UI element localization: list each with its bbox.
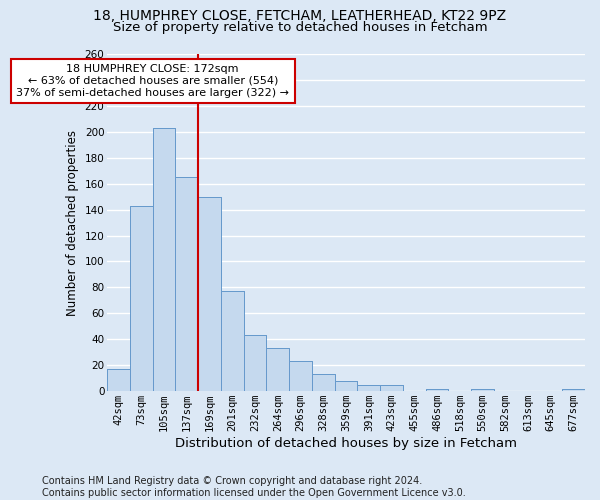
Y-axis label: Number of detached properties: Number of detached properties [66,130,79,316]
Bar [198,196,221,391]
X-axis label: Distribution of detached houses by size in Fetcham: Distribution of detached houses by size … [175,437,517,450]
Bar [562,388,585,391]
Bar [289,362,312,391]
Bar [221,292,244,391]
Text: 18 HUMPHREY CLOSE: 172sqm
← 63% of detached houses are smaller (554)
37% of semi: 18 HUMPHREY CLOSE: 172sqm ← 63% of detac… [16,64,289,98]
Text: 18, HUMPHREY CLOSE, FETCHAM, LEATHERHEAD, KT22 9PZ: 18, HUMPHREY CLOSE, FETCHAM, LEATHERHEAD… [94,9,506,23]
Bar [380,384,403,391]
Bar [244,336,266,391]
Bar [426,388,448,391]
Bar [153,128,175,391]
Bar [244,336,266,391]
Bar [289,362,312,391]
Bar [153,128,175,391]
Bar [175,177,198,391]
Bar [266,348,289,391]
Bar [380,384,403,391]
Bar [562,388,585,391]
Bar [221,292,244,391]
Bar [335,381,358,391]
Bar [130,206,153,391]
Bar [107,369,130,391]
Bar [335,381,358,391]
Bar [471,388,494,391]
Bar [198,196,221,391]
Text: Contains HM Land Registry data © Crown copyright and database right 2024.
Contai: Contains HM Land Registry data © Crown c… [42,476,466,498]
Bar [471,388,494,391]
Bar [312,374,335,391]
Bar [312,374,335,391]
Bar [107,369,130,391]
Bar [426,388,448,391]
Bar [266,348,289,391]
Bar [130,206,153,391]
Text: Size of property relative to detached houses in Fetcham: Size of property relative to detached ho… [113,22,487,35]
Bar [358,384,380,391]
Bar [175,177,198,391]
Bar [358,384,380,391]
